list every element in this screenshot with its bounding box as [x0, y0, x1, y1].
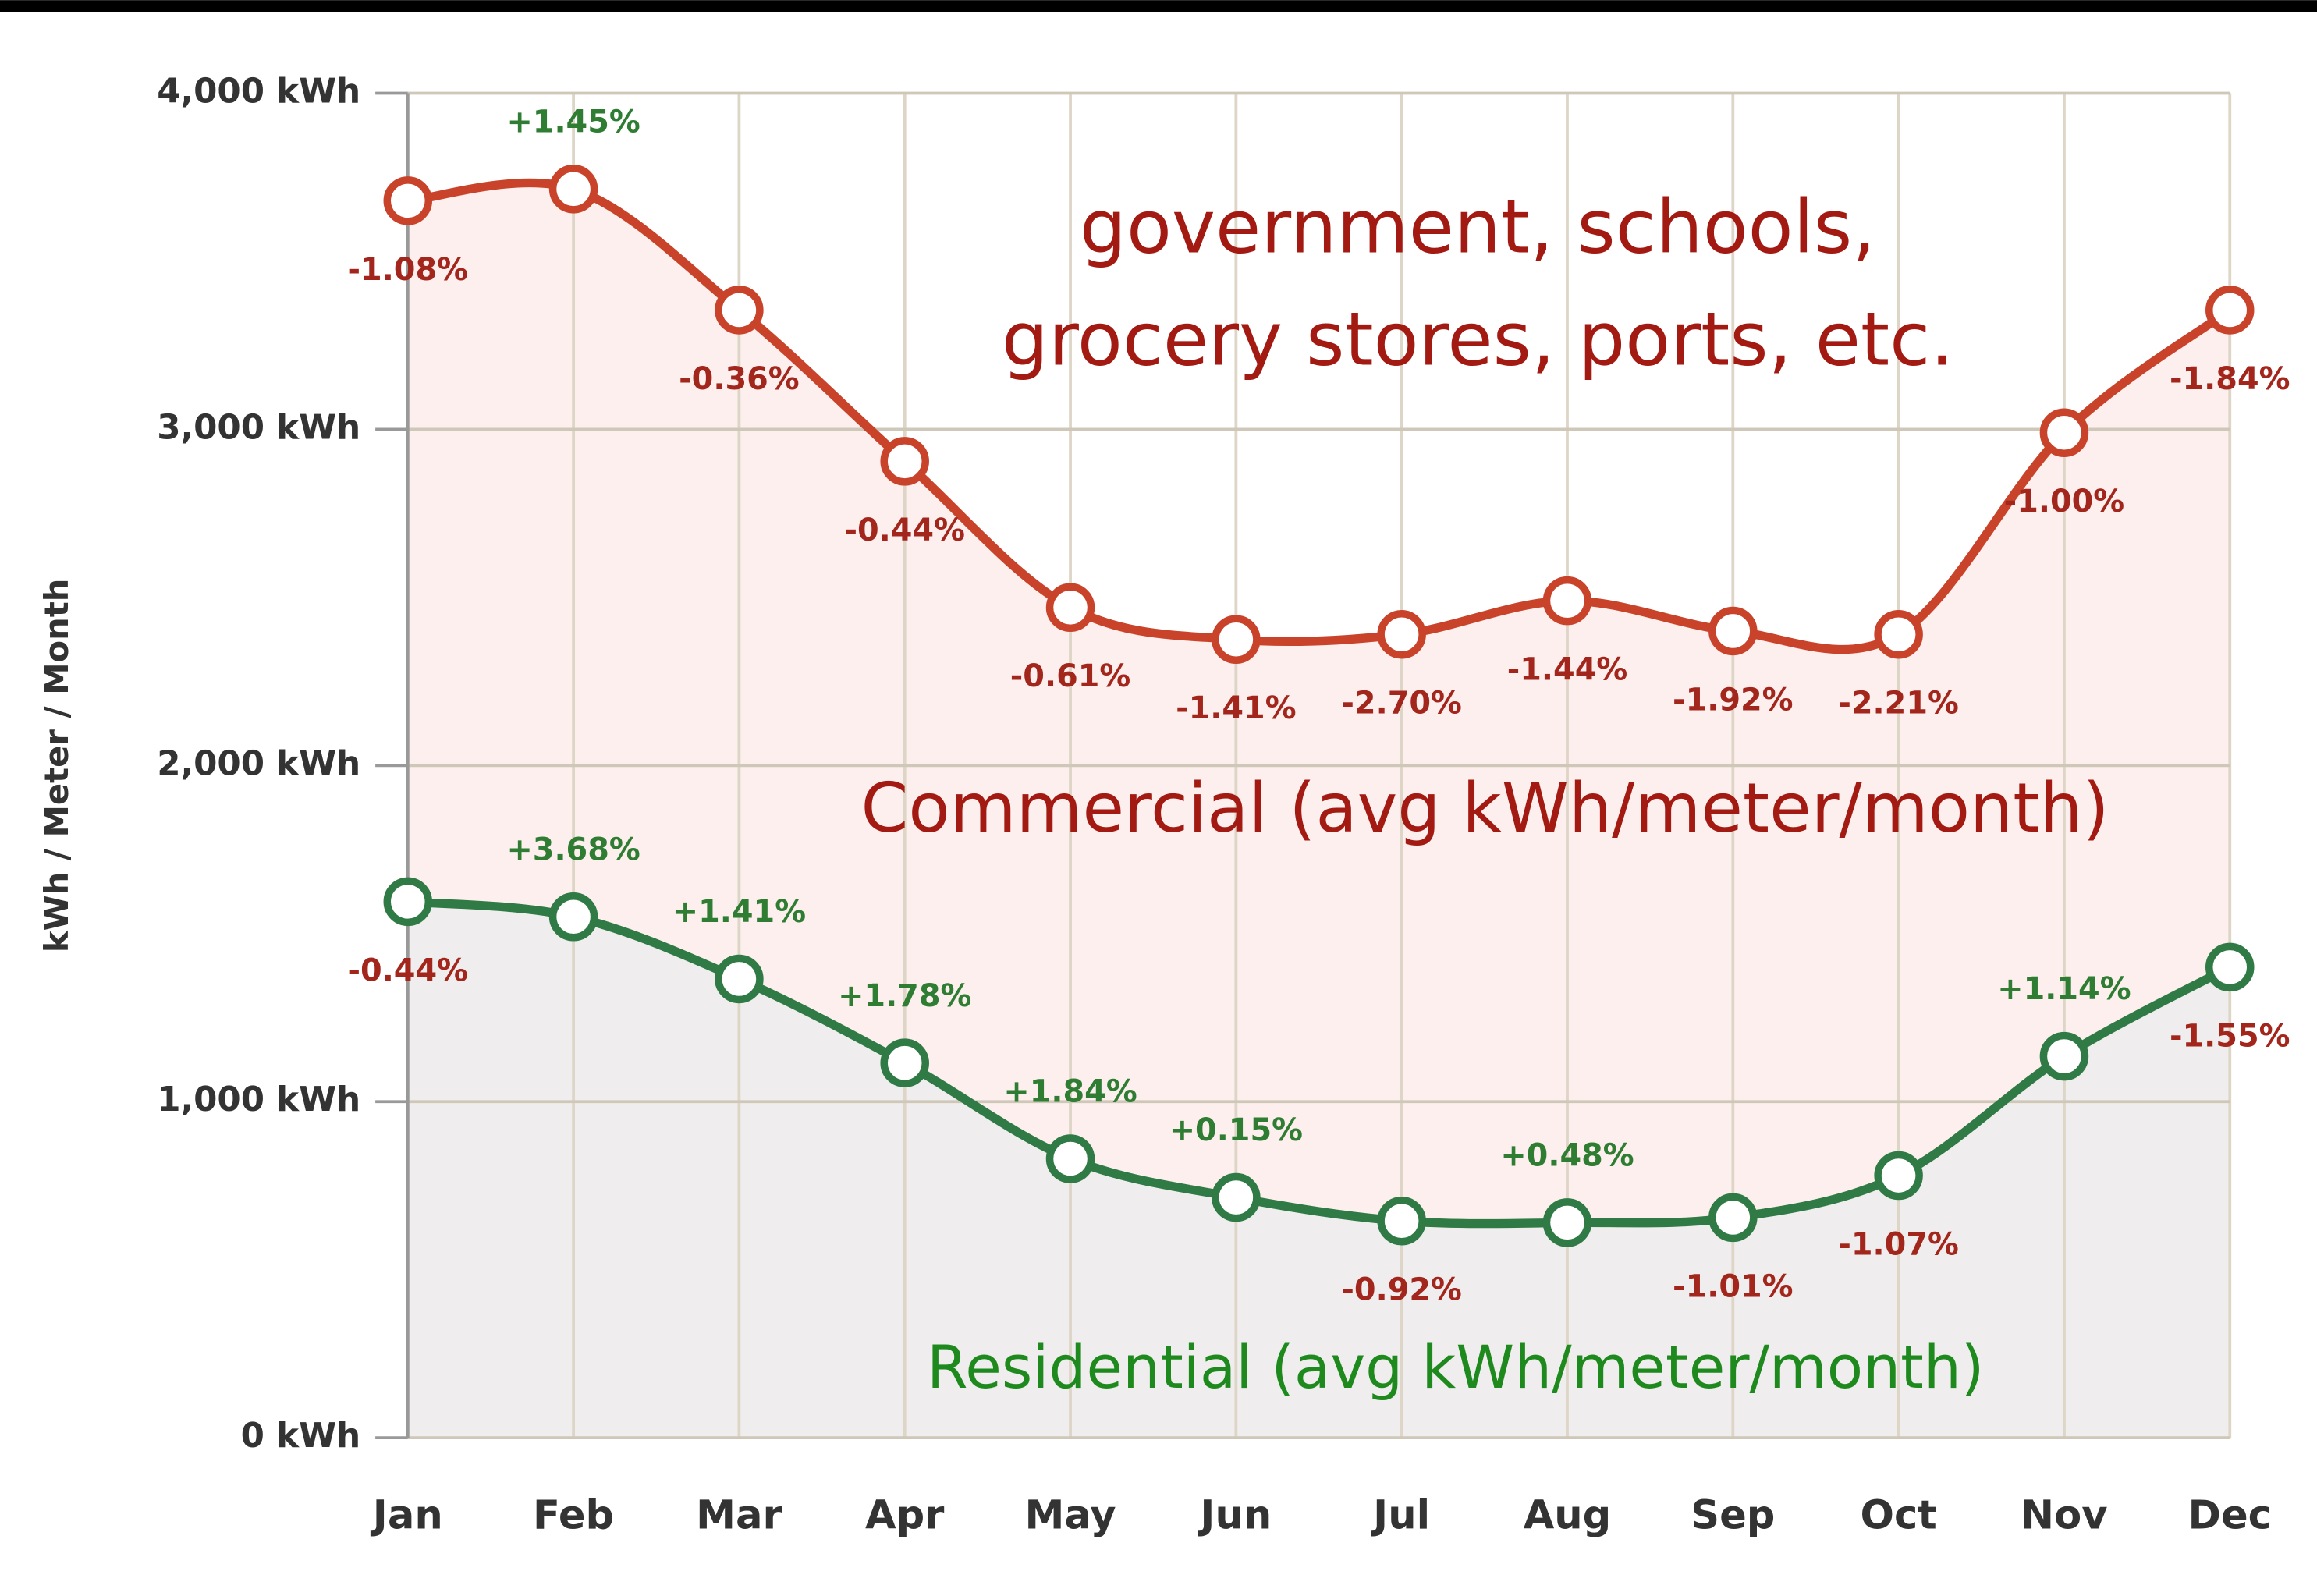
data-point	[548, 165, 598, 214]
data-point	[1874, 1151, 1923, 1201]
y-axis-label: kWh / Meter / Month	[37, 579, 76, 952]
data-point	[1045, 583, 1095, 633]
data-point	[1377, 610, 1426, 659]
point-label: +1.45%	[506, 104, 640, 140]
point-label: +0.48%	[1500, 1138, 1634, 1174]
data-point	[715, 286, 764, 335]
x-tick-label: Mar	[696, 1492, 782, 1538]
point-label: -0.44%	[844, 512, 964, 548]
point-label: -1.01%	[1673, 1268, 1793, 1304]
point-label: -1.92%	[1673, 682, 1793, 718]
point-label: -1.08%	[348, 252, 468, 288]
point-label: -0.36%	[679, 361, 799, 397]
data-point	[1542, 576, 1592, 626]
data-point	[2205, 286, 2255, 335]
y-tick-label: 3,000 kWh	[157, 408, 360, 447]
data-point	[383, 176, 433, 225]
point-label: +0.15%	[1169, 1112, 1303, 1148]
y-tick-label: 4,000 kWh	[157, 72, 360, 111]
data-point	[880, 1038, 929, 1087]
data-point	[1874, 610, 1923, 659]
x-tick-label: Jun	[1198, 1492, 1272, 1538]
point-label: -0.92%	[1341, 1272, 1461, 1308]
x-tick-label: Aug	[1524, 1492, 1612, 1538]
x-tick-label: Apr	[865, 1492, 945, 1538]
x-tick-label: Jan	[371, 1492, 443, 1538]
point-label: -1.55%	[2170, 1018, 2290, 1054]
point-label: -1.41%	[1176, 690, 1296, 726]
y-tick-label: 1,000 kWh	[157, 1080, 360, 1119]
area-fill	[407, 901, 2230, 1438]
point-label: -1.44%	[1507, 652, 1627, 688]
point-label: +1.14%	[1997, 971, 2131, 1007]
top-bar	[0, 0, 2317, 12]
x-tick-label: Jul	[1371, 1492, 1430, 1538]
data-point	[1045, 1134, 1095, 1183]
data-point	[1212, 1172, 1261, 1222]
y-tick-label: 0 kWh	[241, 1417, 360, 1456]
x-tick-label: May	[1024, 1492, 1116, 1538]
point-label: +1.78%	[838, 978, 971, 1014]
x-tick-label: Dec	[2188, 1492, 2272, 1538]
data-point	[1212, 615, 1261, 664]
annotation: grocery stores, ports, etc.	[1002, 296, 1953, 382]
data-point	[880, 437, 929, 486]
data-point	[1708, 606, 1758, 656]
x-tick-label: Nov	[2021, 1492, 2107, 1538]
point-label: -1.00%	[2004, 484, 2124, 520]
data-point	[715, 954, 764, 1004]
point-label: -2.21%	[1838, 686, 1958, 722]
point-label: -0.44%	[348, 952, 468, 988]
point-label: +3.68%	[506, 832, 640, 867]
point-label: -2.70%	[1341, 686, 1461, 722]
point-label: -1.84%	[2170, 361, 2290, 397]
x-tick-label: Sep	[1691, 1492, 1775, 1538]
x-tick-label: Feb	[533, 1492, 614, 1538]
x-tick-label: Oct	[1861, 1492, 1937, 1538]
data-point	[1542, 1198, 1592, 1247]
data-point	[2039, 408, 2089, 457]
point-label: +1.41%	[672, 894, 806, 930]
data-point	[2039, 1031, 2089, 1081]
series-name: Residential (avg kWh/meter/month)	[927, 1333, 1984, 1402]
point-label: +1.84%	[1003, 1074, 1137, 1110]
data-point	[548, 892, 598, 942]
series-name: Commercial (avg kWh/meter/month)	[861, 768, 2109, 848]
annotation: government, schools,	[1080, 184, 1875, 270]
y-tick-label: 2,000 kWh	[157, 744, 360, 783]
data-point	[383, 877, 433, 927]
data-point	[1377, 1196, 1426, 1246]
data-point	[1708, 1193, 1758, 1243]
point-label: -0.61%	[1010, 658, 1130, 694]
point-label: -1.07%	[1838, 1226, 1958, 1262]
data-point	[2205, 942, 2255, 992]
